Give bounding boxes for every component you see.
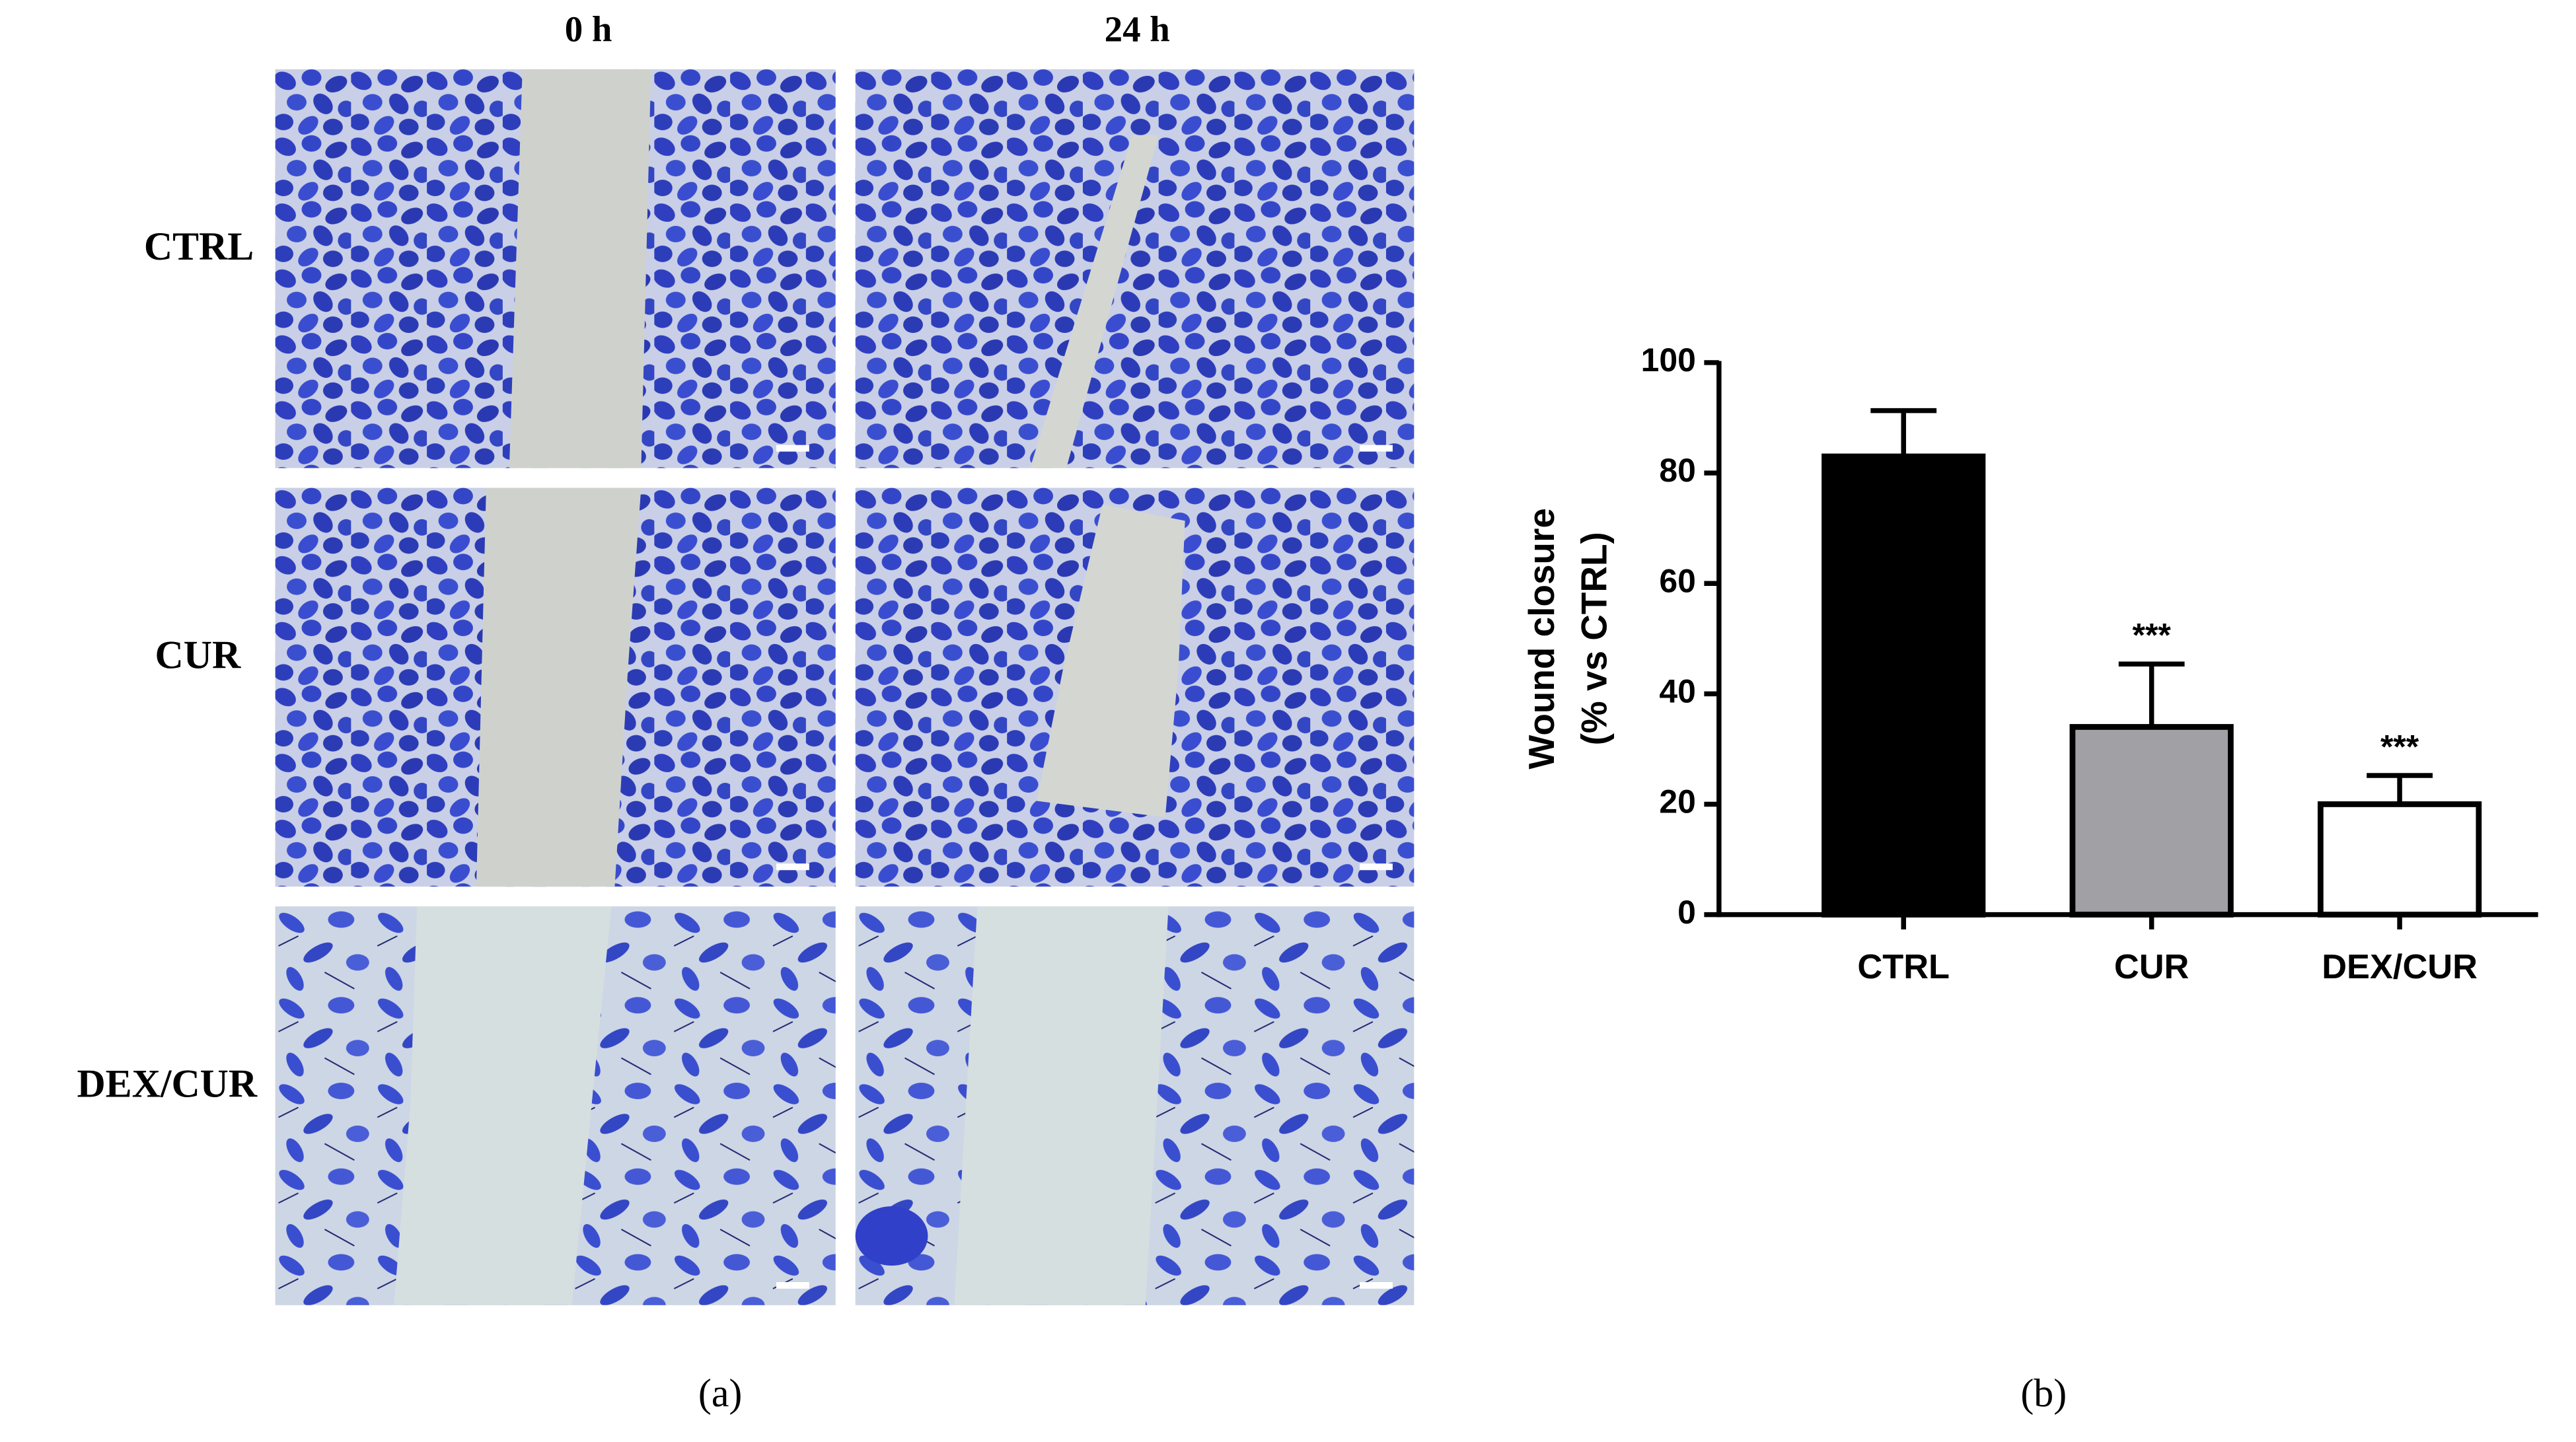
panel-label: (b) <box>2020 1371 2067 1415</box>
row-label: CTRL <box>144 225 254 268</box>
micrograph <box>855 906 1415 1305</box>
panel-label: (a) <box>698 1371 742 1415</box>
bar <box>2317 801 2482 918</box>
y-tick-label: 100 <box>1641 342 1696 379</box>
micrograph <box>275 906 836 1305</box>
x-tick-label: DEX/CUR <box>2322 948 2478 986</box>
y-tick-label: 60 <box>1659 562 1695 599</box>
row-label: DEX/CUR <box>77 1062 257 1105</box>
significance-label: *** <box>2380 728 2419 765</box>
y-tick-label: 0 <box>1677 894 1696 931</box>
row-label: CUR <box>155 633 241 677</box>
x-tick-label: CUR <box>2114 948 2189 986</box>
y-axis-label: (% vs CTRL) <box>1574 532 1615 745</box>
y-tick-label: 40 <box>1659 673 1695 710</box>
micrograph <box>275 487 836 887</box>
y-tick-label: 80 <box>1659 452 1695 489</box>
micrograph <box>275 69 836 468</box>
micrograph <box>855 69 1415 468</box>
column-label: 0 h <box>565 9 612 50</box>
y-axis-label: Wound closure <box>1521 508 1562 769</box>
x-tick-label: CTRL <box>1857 948 1950 986</box>
y-tick-label: 20 <box>1659 783 1695 820</box>
significance-label: *** <box>2133 616 2172 653</box>
bar <box>1822 453 1986 918</box>
bar-chart: Wound closure (% vs CTRL) 0 20 40 60 80 100 CTRL… <box>1521 342 2538 986</box>
column-label: 24 h <box>1105 9 1170 50</box>
micrograph <box>855 487 1415 887</box>
bar <box>2069 724 2234 918</box>
